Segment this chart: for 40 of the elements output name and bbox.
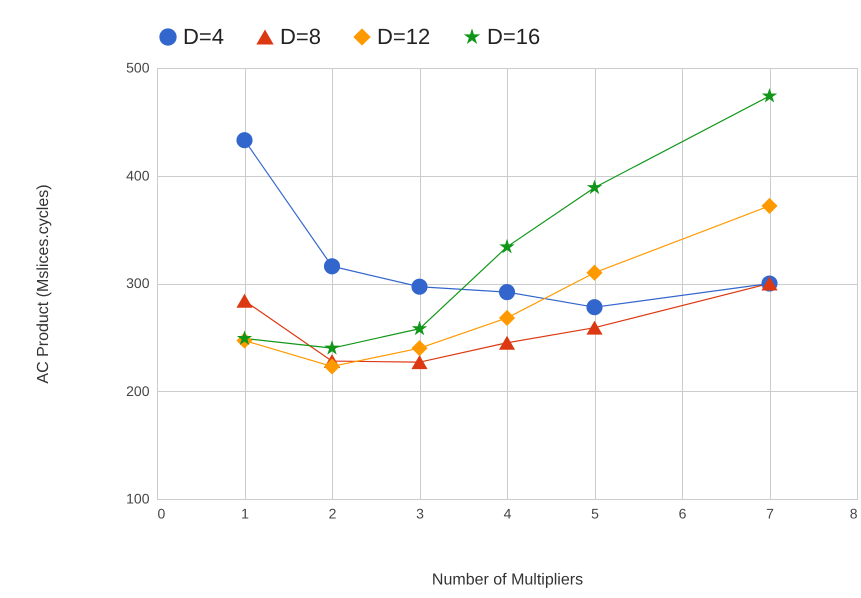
point: [412, 320, 428, 336]
point: [586, 320, 603, 335]
point: [586, 180, 602, 194]
legend-label: D=4: [183, 24, 224, 49]
y-tick-label: 400: [126, 167, 150, 184]
point: [586, 264, 603, 281]
point: [411, 355, 428, 370]
point: [324, 340, 340, 355]
y-tick-label: 200: [126, 382, 150, 399]
x-tick-label: 0: [158, 506, 166, 522]
x-tick-label: 5: [591, 506, 600, 522]
point: [498, 310, 516, 326]
point: [236, 330, 252, 345]
point: [411, 340, 428, 356]
x-tick-label: 2: [328, 506, 337, 522]
point: [499, 238, 515, 254]
legend-label: D=16: [487, 24, 540, 49]
point: [324, 258, 340, 274]
point: [324, 358, 340, 375]
point: [761, 198, 778, 214]
legend-label: D=8: [280, 24, 321, 49]
point: [762, 88, 778, 103]
point: [236, 132, 253, 148]
x-axis-title: Number of Multipliers: [432, 572, 584, 588]
x-tick-label: 7: [766, 506, 774, 522]
point: [498, 336, 516, 350]
x-tick-label: 4: [504, 506, 512, 522]
y-axis-title: AC Product (Mslices.cycles): [35, 184, 52, 384]
x-tick-label: 3: [416, 506, 424, 522]
point: [498, 284, 516, 300]
y-tick-label: 500: [126, 60, 150, 76]
y-tick-label: 300: [126, 275, 150, 291]
x-tick-label: 8: [850, 506, 858, 522]
point: [236, 294, 253, 308]
y-tick-label: 100: [126, 490, 150, 506]
point: [586, 299, 603, 316]
x-tick-label: 6: [678, 506, 687, 522]
point: [411, 278, 428, 295]
legend-label: D=12: [377, 24, 430, 49]
x-tick-label: 1: [241, 506, 250, 522]
